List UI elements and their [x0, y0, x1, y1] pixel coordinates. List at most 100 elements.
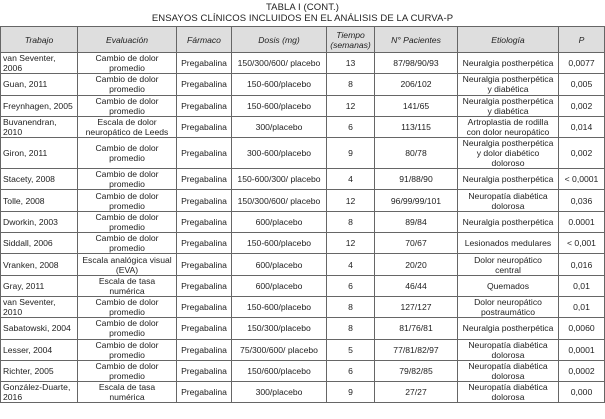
cell-pacientes: 70/67 [374, 232, 458, 255]
cell-evaluacion: Cambio de dolor promedio [77, 295, 177, 319]
cell-p: 0,036 [558, 189, 605, 212]
cell-pacientes: 81/76/81 [374, 317, 458, 340]
header-farmaco: Fármaco [176, 26, 232, 53]
cell-dosis: 75/300/600/ placebo [231, 338, 327, 361]
clinical-trials-table: Trabajo Evaluación Fármaco Dosis (mg) Ti… [0, 26, 605, 404]
cell-dosis: 150/300/placebo [231, 317, 327, 340]
cell-p: 0,005 [558, 73, 605, 96]
cell-trabajo: Freynhagen, 2005 [0, 94, 78, 117]
cell-dosis: 300/placebo [231, 381, 327, 404]
table-row: Sabatowski, 2004 Cambio de dolor promedio… [0, 317, 605, 340]
cell-farmaco: Pregabalina [176, 189, 232, 212]
cell-pacientes: 96/99/99/101 [374, 189, 458, 212]
cell-farmaco: Pregabalina [176, 115, 232, 139]
cell-p: 0,0060 [558, 317, 605, 340]
cell-etiologia: Neuralgia postherpética [457, 317, 559, 340]
cell-evaluacion: Cambio de dolor promedio [77, 168, 177, 191]
cell-dosis: 150-600/placebo [231, 232, 327, 255]
cell-etiologia: Neuralgia postherpética [457, 210, 559, 234]
cell-pacientes: 141/65 [374, 94, 458, 117]
cell-evaluacion: Cambio de dolor promedio [77, 338, 177, 361]
cell-evaluacion: Cambio de dolor promedio [77, 137, 177, 170]
cell-evaluacion: Cambio de dolor promedio [77, 317, 177, 340]
cell-farmaco: Pregabalina [176, 232, 232, 255]
cell-tiempo: 9 [326, 381, 375, 404]
cell-farmaco: Pregabalina [176, 359, 232, 383]
table-row: Gray, 2011 Escala de tasa numérica Pregaba… [0, 274, 605, 297]
header-dosis: Dosis (mg) [231, 26, 327, 53]
cell-pacientes: 89/84 [374, 210, 458, 234]
cell-farmaco: Pregabalina [176, 73, 232, 96]
table-row: Stacety, 2008 Cambio de dolor promedio Pre… [0, 168, 605, 191]
cell-p: 0,0002 [558, 359, 605, 383]
cell-tiempo: 6 [326, 274, 375, 297]
cell-etiologia: Dolor neuropático central [457, 253, 559, 276]
cell-etiologia: Neuropatía diabética dolorosa [457, 189, 559, 212]
cell-p: 0,014 [558, 115, 605, 139]
cell-farmaco: Pregabalina [176, 137, 232, 170]
header-p: P [558, 26, 605, 53]
table-row: Siddall, 2006 Cambio de dolor promedio Pre… [0, 232, 605, 255]
table-subtitle: ENSAYOS CLÍNICOS INCLUIDOS EN EL ANÁLISI… [151, 13, 454, 24]
cell-tiempo: 13 [326, 51, 375, 75]
cell-p: 0.0001 [558, 210, 605, 234]
cell-tiempo: 8 [326, 295, 375, 319]
cell-etiologia: Neuropatía diabética dolorosa [457, 359, 559, 383]
table-row: González-Duarte, 2016 Escala de tasa numé… [0, 381, 605, 404]
header-trabajo: Trabajo [0, 26, 78, 53]
cell-tiempo: 8 [326, 317, 375, 340]
header-tiempo: Tiempo (semanas) [326, 26, 375, 53]
cell-pacientes: 127/127 [374, 295, 458, 319]
cell-trabajo: Vranken, 2008 [0, 253, 78, 276]
cell-trabajo: Giron, 2011 [0, 137, 78, 170]
cell-etiologia: Neuralgia postherpética y diabética [457, 94, 559, 117]
cell-dosis: 150/300/600/ placebo [231, 51, 327, 75]
cell-dosis: 150-600/placebo [231, 94, 327, 117]
cell-evaluacion: Cambio de dolor promedio [77, 51, 177, 75]
cell-evaluacion: Cambio de dolor promedio [77, 189, 177, 212]
cell-etiologia: Quemados [457, 274, 559, 297]
cell-p: 0,002 [558, 94, 605, 117]
cell-p: 0,002 [558, 137, 605, 170]
header-pacientes: N° Pacientes [374, 26, 458, 53]
cell-farmaco: Pregabalina [176, 168, 232, 191]
cell-trabajo: Richter, 2005 [0, 359, 78, 383]
cell-etiologia: Neuralgia postherpética [457, 168, 559, 191]
cell-p: 0,01 [558, 274, 605, 297]
cell-dosis: 600/placebo [231, 210, 327, 234]
cell-p: 0,000 [558, 381, 605, 404]
cell-trabajo: van Seventer, 2010 [0, 295, 78, 319]
cell-evaluacion: Escala de tasa numérica [77, 381, 177, 404]
cell-tiempo: 6 [326, 359, 375, 383]
cell-tiempo: 12 [326, 232, 375, 255]
table-row: van Seventer, 2006 Cambio de dolor promed… [0, 51, 605, 75]
table-row: Dworkin, 2003 Cambio de dolor promedio Pre… [0, 210, 605, 234]
cell-etiologia: Neuropatía diabética dolorosa [457, 381, 559, 404]
cell-trabajo: González-Duarte, 2016 [0, 381, 78, 404]
cell-dosis: 150-600/300/ placebo [231, 168, 327, 191]
cell-evaluacion: Cambio de dolor promedio [77, 232, 177, 255]
table-title: TABLA I (CONT.) [265, 2, 340, 13]
cell-farmaco: Pregabalina [176, 381, 232, 404]
cell-dosis: 150-600/placebo [231, 295, 327, 319]
cell-evaluacion: Escala de tasa numérica [77, 274, 177, 297]
cell-dosis: 600/placebo [231, 274, 327, 297]
cell-tiempo: 5 [326, 338, 375, 361]
cell-pacientes: 77/81/82/97 [374, 338, 458, 361]
cell-evaluacion: Escala analógica visual (EVA) [77, 253, 177, 276]
cell-p: 0,0001 [558, 338, 605, 361]
cell-farmaco: Pregabalina [176, 274, 232, 297]
cell-pacientes: 80/78 [374, 137, 458, 170]
table-row: Richter, 2005 Cambio de dolor promedio Pre… [0, 359, 605, 383]
cell-trabajo: Siddall, 2006 [0, 232, 78, 255]
cell-etiologia: Artroplastia de rodilla con dolor neurop… [457, 115, 559, 139]
cell-p: 0,0077 [558, 51, 605, 75]
cell-trabajo: Dworkin, 2003 [0, 210, 78, 234]
cell-dosis: 150/600/placebo [231, 359, 327, 383]
header-row: Trabajo Evaluación Fármaco Dosis (mg) Ti… [0, 26, 605, 53]
header-evaluacion: Evaluación [77, 26, 177, 53]
cell-farmaco: Pregabalina [176, 94, 232, 117]
cell-tiempo: 6 [326, 115, 375, 139]
cell-trabajo: Guan, 2011 [0, 73, 78, 96]
table-row: Guan, 2011 Cambio de dolor promedio Pregab… [0, 73, 605, 96]
